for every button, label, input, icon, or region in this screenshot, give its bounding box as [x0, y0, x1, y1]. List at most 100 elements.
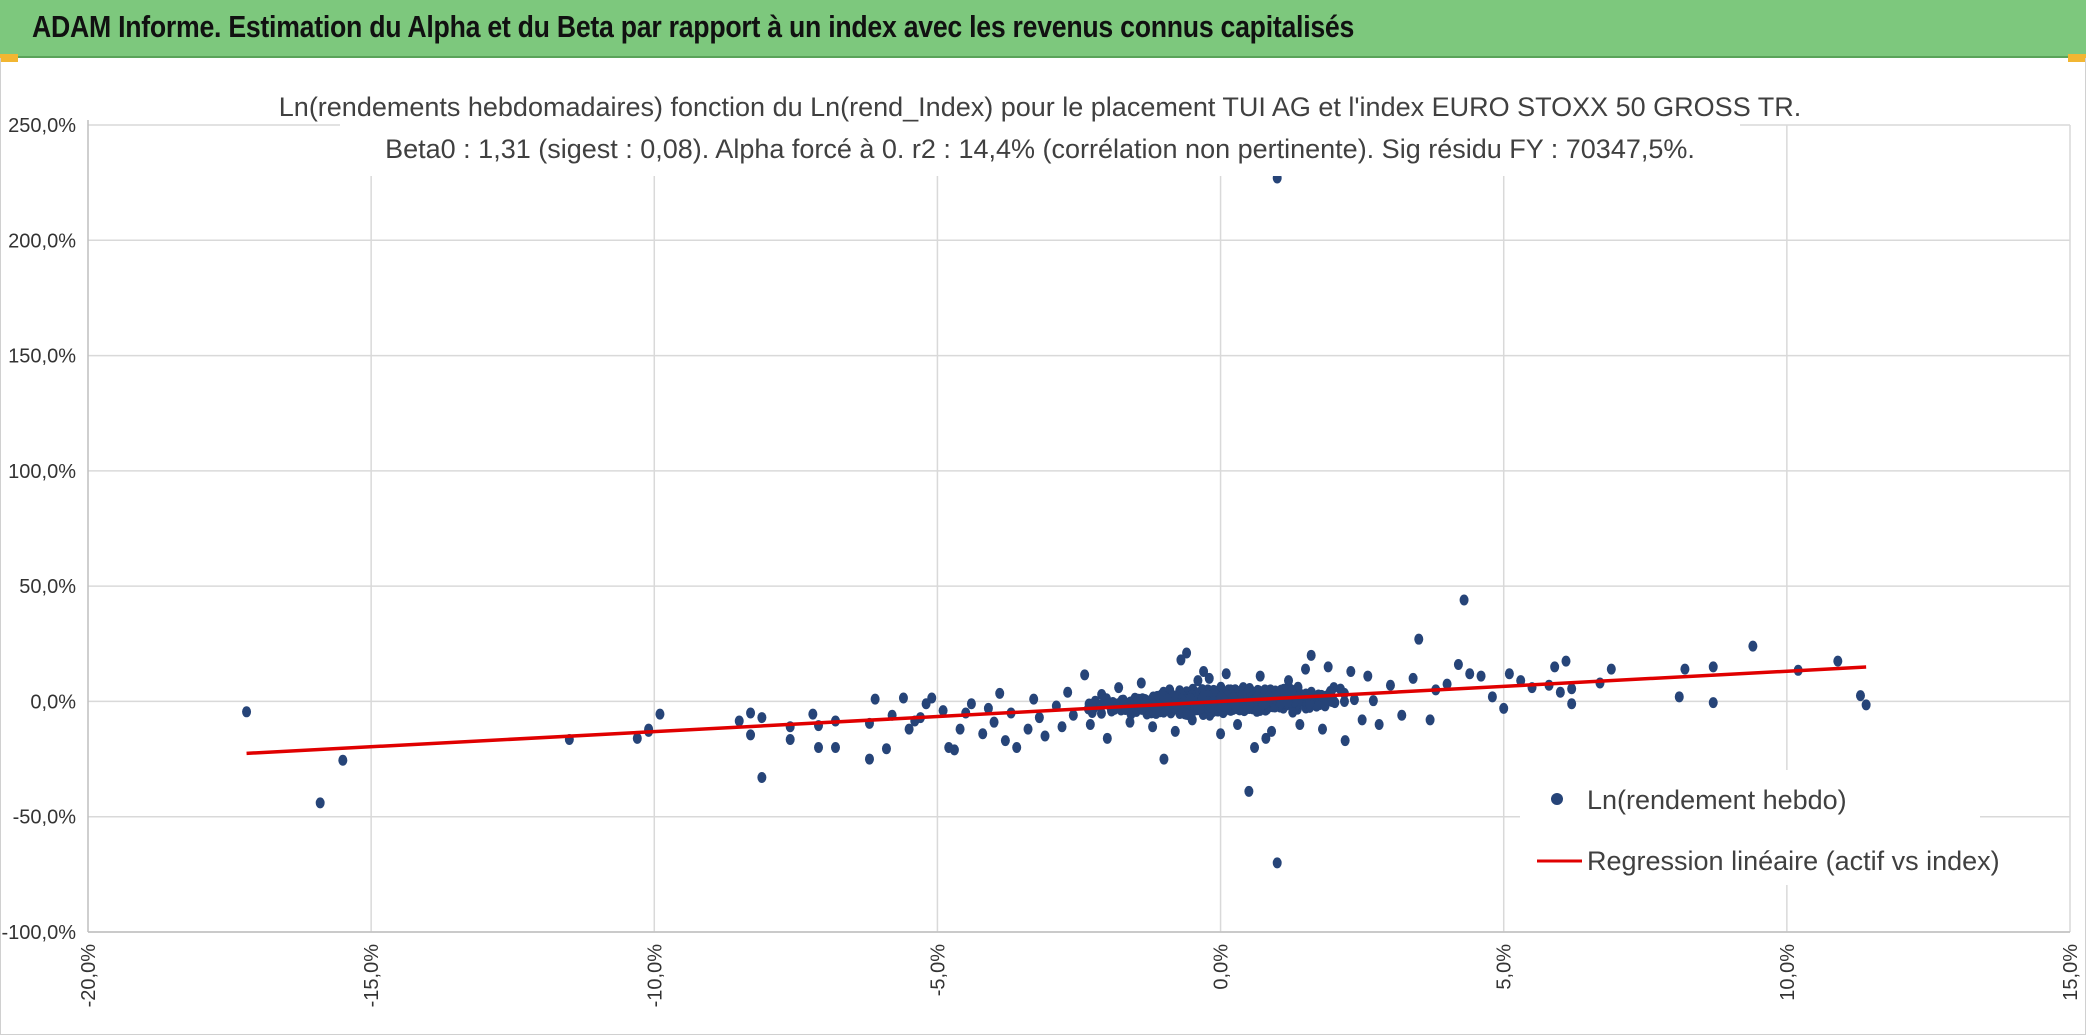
scatter-point	[1363, 670, 1373, 682]
scatter-point	[898, 692, 908, 704]
scatter-point	[1267, 725, 1277, 737]
scatter-point	[1476, 670, 1486, 682]
scatter-point	[1301, 663, 1311, 675]
scatter-point	[864, 753, 874, 765]
scatter-point	[1339, 695, 1349, 707]
scatter-point	[989, 716, 999, 728]
x-tick-label: 5,0%	[1494, 944, 1516, 990]
scatter-point	[1063, 686, 1073, 698]
x-tick-label: 15,0%	[2060, 944, 2082, 1001]
scatter-point	[1680, 663, 1690, 675]
corner-marker	[0, 54, 18, 62]
scatter-point	[1374, 718, 1384, 730]
scatter-point	[1318, 723, 1328, 735]
scatter-point	[1465, 668, 1475, 680]
scatter-point	[1499, 702, 1509, 714]
y-tick-label: 150,0%	[8, 346, 76, 368]
scatter-point	[1034, 712, 1044, 724]
y-tick-label: -100,0%	[2, 922, 77, 944]
scatter-point	[808, 708, 818, 720]
corner-marker	[2068, 54, 2086, 62]
legend-label-points: Ln(rendement hebdo)	[1587, 785, 1847, 815]
title-banner: ADAM Informe. Estimation du Alpha et du …	[0, 0, 2086, 58]
scatter-point	[1397, 709, 1407, 721]
scatter-point	[1272, 857, 1282, 869]
scatter-point	[1748, 640, 1758, 652]
scatter-point	[1012, 742, 1022, 754]
scatter-point	[1368, 695, 1378, 707]
scatter-point	[338, 754, 348, 766]
x-tick-label: -10,0%	[644, 944, 666, 1008]
scatter-point	[757, 712, 767, 724]
scatter-point	[955, 723, 965, 735]
y-tick-label: 0,0%	[30, 691, 76, 713]
scatter-point	[1255, 670, 1265, 682]
scatter-point	[757, 772, 767, 784]
y-tick-label: 50,0%	[19, 576, 76, 598]
scatter-point	[1221, 668, 1231, 680]
scatter-point	[1346, 665, 1356, 677]
scatter-point	[1606, 663, 1616, 675]
scatter-point	[1855, 690, 1865, 702]
scatter-point	[1561, 655, 1571, 667]
scatter-point	[1323, 661, 1333, 673]
scatter-point	[1133, 695, 1143, 707]
scatter-point	[1708, 697, 1718, 709]
scatter-point	[1555, 686, 1565, 698]
scatter-point	[1136, 677, 1146, 689]
scatter-point	[1102, 732, 1112, 744]
scatter-point	[983, 702, 993, 714]
scatter-point	[746, 707, 756, 719]
scatter-point	[1453, 659, 1463, 671]
x-tick-label: 10,0%	[1777, 944, 1799, 1001]
scatter-point	[1148, 721, 1158, 733]
scatter-point	[978, 728, 988, 740]
scatter-point	[830, 742, 840, 754]
scatter-point	[881, 743, 891, 755]
scatter-point	[1244, 785, 1254, 797]
report-title: ADAM Informe. Estimation du Alpha et du …	[32, 9, 1355, 44]
point-layer	[242, 172, 1871, 869]
regression-layer	[246, 665, 1867, 756]
scatter-point	[1442, 678, 1452, 690]
scatter-point	[1029, 693, 1039, 705]
scatter-point	[938, 705, 948, 717]
scatter-point	[1159, 753, 1169, 765]
scatter-point	[1199, 665, 1209, 677]
scatter-point	[949, 744, 959, 756]
scatter-point	[1385, 679, 1395, 691]
x-tick-label: -15,0%	[361, 944, 383, 1008]
scatter-point	[1250, 742, 1260, 754]
tick-layer: 250,0% 200,0% 150,0% 100,0% 50,0% 0,0% -50,0% -…	[2, 115, 2083, 1007]
scatter-point	[966, 698, 976, 710]
y-tick-label: -50,0%	[13, 807, 77, 829]
scatter-point	[1516, 675, 1526, 687]
scatter-point	[1504, 668, 1514, 680]
scatter-point	[746, 729, 756, 741]
chart-title-line2: Beta0 : 1,31 (sigest : 0,08). Alpha forc…	[385, 134, 1695, 164]
scatter-point	[1340, 735, 1350, 747]
scatter-point	[1567, 683, 1577, 695]
regression-line	[246, 665, 1867, 756]
scatter-point	[1233, 718, 1243, 730]
scatter-point	[1182, 708, 1192, 720]
scatter-point	[1261, 732, 1271, 744]
scatter-point	[995, 687, 1005, 699]
scatter-point	[632, 732, 642, 744]
y-tick-label: 250,0%	[8, 115, 76, 137]
scatter-point	[242, 706, 252, 718]
scatter-point	[1295, 718, 1305, 730]
scatter-point	[1252, 705, 1262, 717]
scatter-point	[655, 708, 665, 720]
legend-label-line: Regression linéaire (actif vs index)	[1587, 846, 2000, 876]
scatter-point	[1550, 661, 1560, 673]
scatter-point	[1287, 686, 1297, 698]
scatter-point	[315, 797, 325, 809]
scatter-point	[1349, 694, 1359, 706]
scatter-point	[1096, 707, 1106, 719]
scatter-point	[927, 692, 937, 704]
scatter-point	[1861, 699, 1871, 711]
legend: Ln(rendement hebdo) Regression linéaire …	[1520, 770, 2000, 885]
legend-marker-points	[1551, 793, 1563, 805]
